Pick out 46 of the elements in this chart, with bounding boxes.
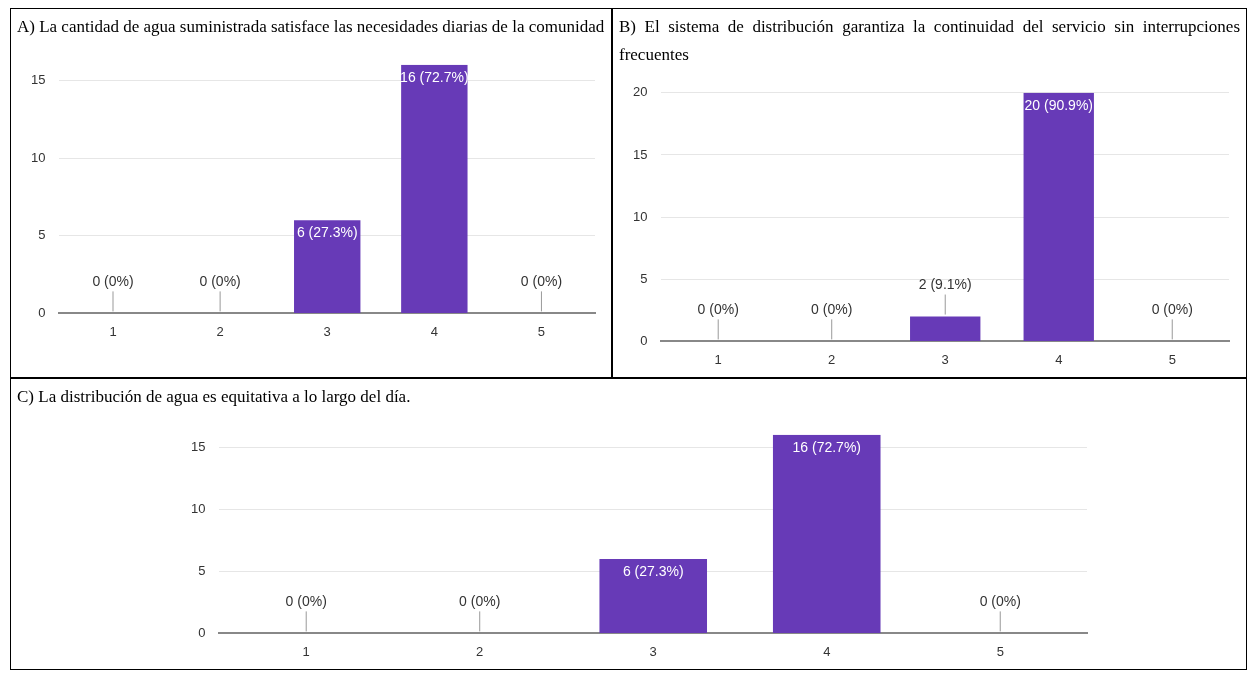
data-label: 0 (0%): [520, 273, 563, 290]
chart-title: A) La cantidad de agua suministrada satisface las necesidades diarias de la comunidad: [17, 16, 605, 38]
y-tick-label: 5: [640, 270, 648, 286]
x-tick-label: 5: [1168, 351, 1176, 367]
data-label: 0 (0%): [92, 273, 134, 290]
y-tick-label: 20: [632, 84, 648, 100]
x-tick-label: 2: [476, 643, 484, 659]
x-tick-label: 2: [828, 351, 836, 367]
x-tick-label: 3: [323, 323, 331, 339]
data-label: 0 (0%): [811, 301, 853, 318]
x-tick-label: 3: [649, 643, 657, 659]
y-tick-label: 10: [632, 208, 648, 224]
y-tick-label: 15: [30, 71, 46, 87]
x-tick-label: 1: [714, 351, 722, 367]
data-label: 0 (0%): [1151, 301, 1193, 318]
x-tick-label: 1: [109, 323, 117, 339]
data-label: 16 (72.7%): [400, 68, 469, 85]
data-label: 0 (0%): [199, 273, 241, 290]
data-label: 20 (90.9%): [1024, 96, 1093, 113]
y-tick-label: 5: [198, 562, 206, 578]
x-tick-label: 5: [537, 323, 546, 339]
y-tick-label: 0: [198, 624, 206, 640]
data-label: 0 (0%): [697, 301, 739, 318]
data-label: 0 (0%): [285, 593, 327, 610]
x-tick-label: 3: [941, 351, 949, 367]
y-tick-label: 5: [38, 227, 46, 243]
data-label: 0 (0%): [459, 593, 501, 610]
data-label: 0 (0%): [979, 593, 1021, 610]
data-label: 16 (72.7%): [792, 438, 861, 455]
x-tick-label: 4: [430, 323, 438, 339]
x-tick-label: 5: [996, 643, 1004, 659]
y-tick-label: 0: [640, 332, 648, 348]
y-tick-label: 10: [190, 500, 206, 516]
y-tick-label: 15: [632, 146, 648, 162]
y-tick-label: 10: [30, 149, 46, 165]
chart-title: B) El sistema de distribución garantiza la continuidad del servicio sin interrupciones frecuentes: [619, 16, 1240, 66]
data-label: 6 (27.3%): [622, 562, 684, 579]
data-label: 6 (27.3%): [296, 224, 358, 241]
x-tick-label: 4: [823, 643, 831, 659]
x-tick-label: 1: [302, 643, 310, 659]
x-tick-label: 2: [216, 323, 224, 339]
chart-title: C) La distribución de agua es equitativa a lo largo del día.: [17, 386, 412, 408]
y-tick-label: 15: [190, 438, 206, 454]
data-label: 2 (9.1%): [918, 276, 972, 293]
x-tick-label: 4: [1055, 351, 1063, 367]
y-tick-label: 0: [38, 304, 46, 320]
